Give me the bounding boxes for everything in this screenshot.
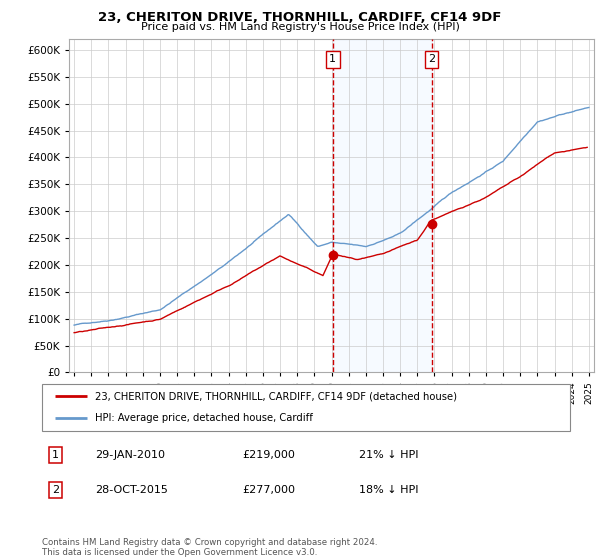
Bar: [333, 39, 431, 372]
Text: 23, CHERITON DRIVE, THORNHILL, CARDIFF, CF14 9DF (detached house): 23, CHERITON DRIVE, THORNHILL, CARDIFF, …: [95, 391, 457, 402]
Text: 28-OCT-2015: 28-OCT-2015: [95, 485, 167, 494]
Text: 2: 2: [428, 54, 435, 64]
Text: 21% ↓ HPI: 21% ↓ HPI: [359, 450, 418, 460]
Text: Contains HM Land Registry data © Crown copyright and database right 2024.
This d: Contains HM Land Registry data © Crown c…: [42, 538, 377, 557]
Text: 1: 1: [329, 54, 336, 64]
Text: 2: 2: [52, 485, 59, 494]
Text: Price paid vs. HM Land Registry's House Price Index (HPI): Price paid vs. HM Land Registry's House …: [140, 22, 460, 32]
Text: 18% ↓ HPI: 18% ↓ HPI: [359, 485, 418, 494]
Text: 29-JAN-2010: 29-JAN-2010: [95, 450, 165, 460]
FancyBboxPatch shape: [42, 384, 570, 431]
Text: £277,000: £277,000: [242, 485, 296, 494]
Text: HPI: Average price, detached house, Cardiff: HPI: Average price, detached house, Card…: [95, 413, 313, 423]
Text: 1: 1: [52, 450, 59, 460]
Text: £219,000: £219,000: [242, 450, 296, 460]
Text: 23, CHERITON DRIVE, THORNHILL, CARDIFF, CF14 9DF: 23, CHERITON DRIVE, THORNHILL, CARDIFF, …: [98, 11, 502, 24]
